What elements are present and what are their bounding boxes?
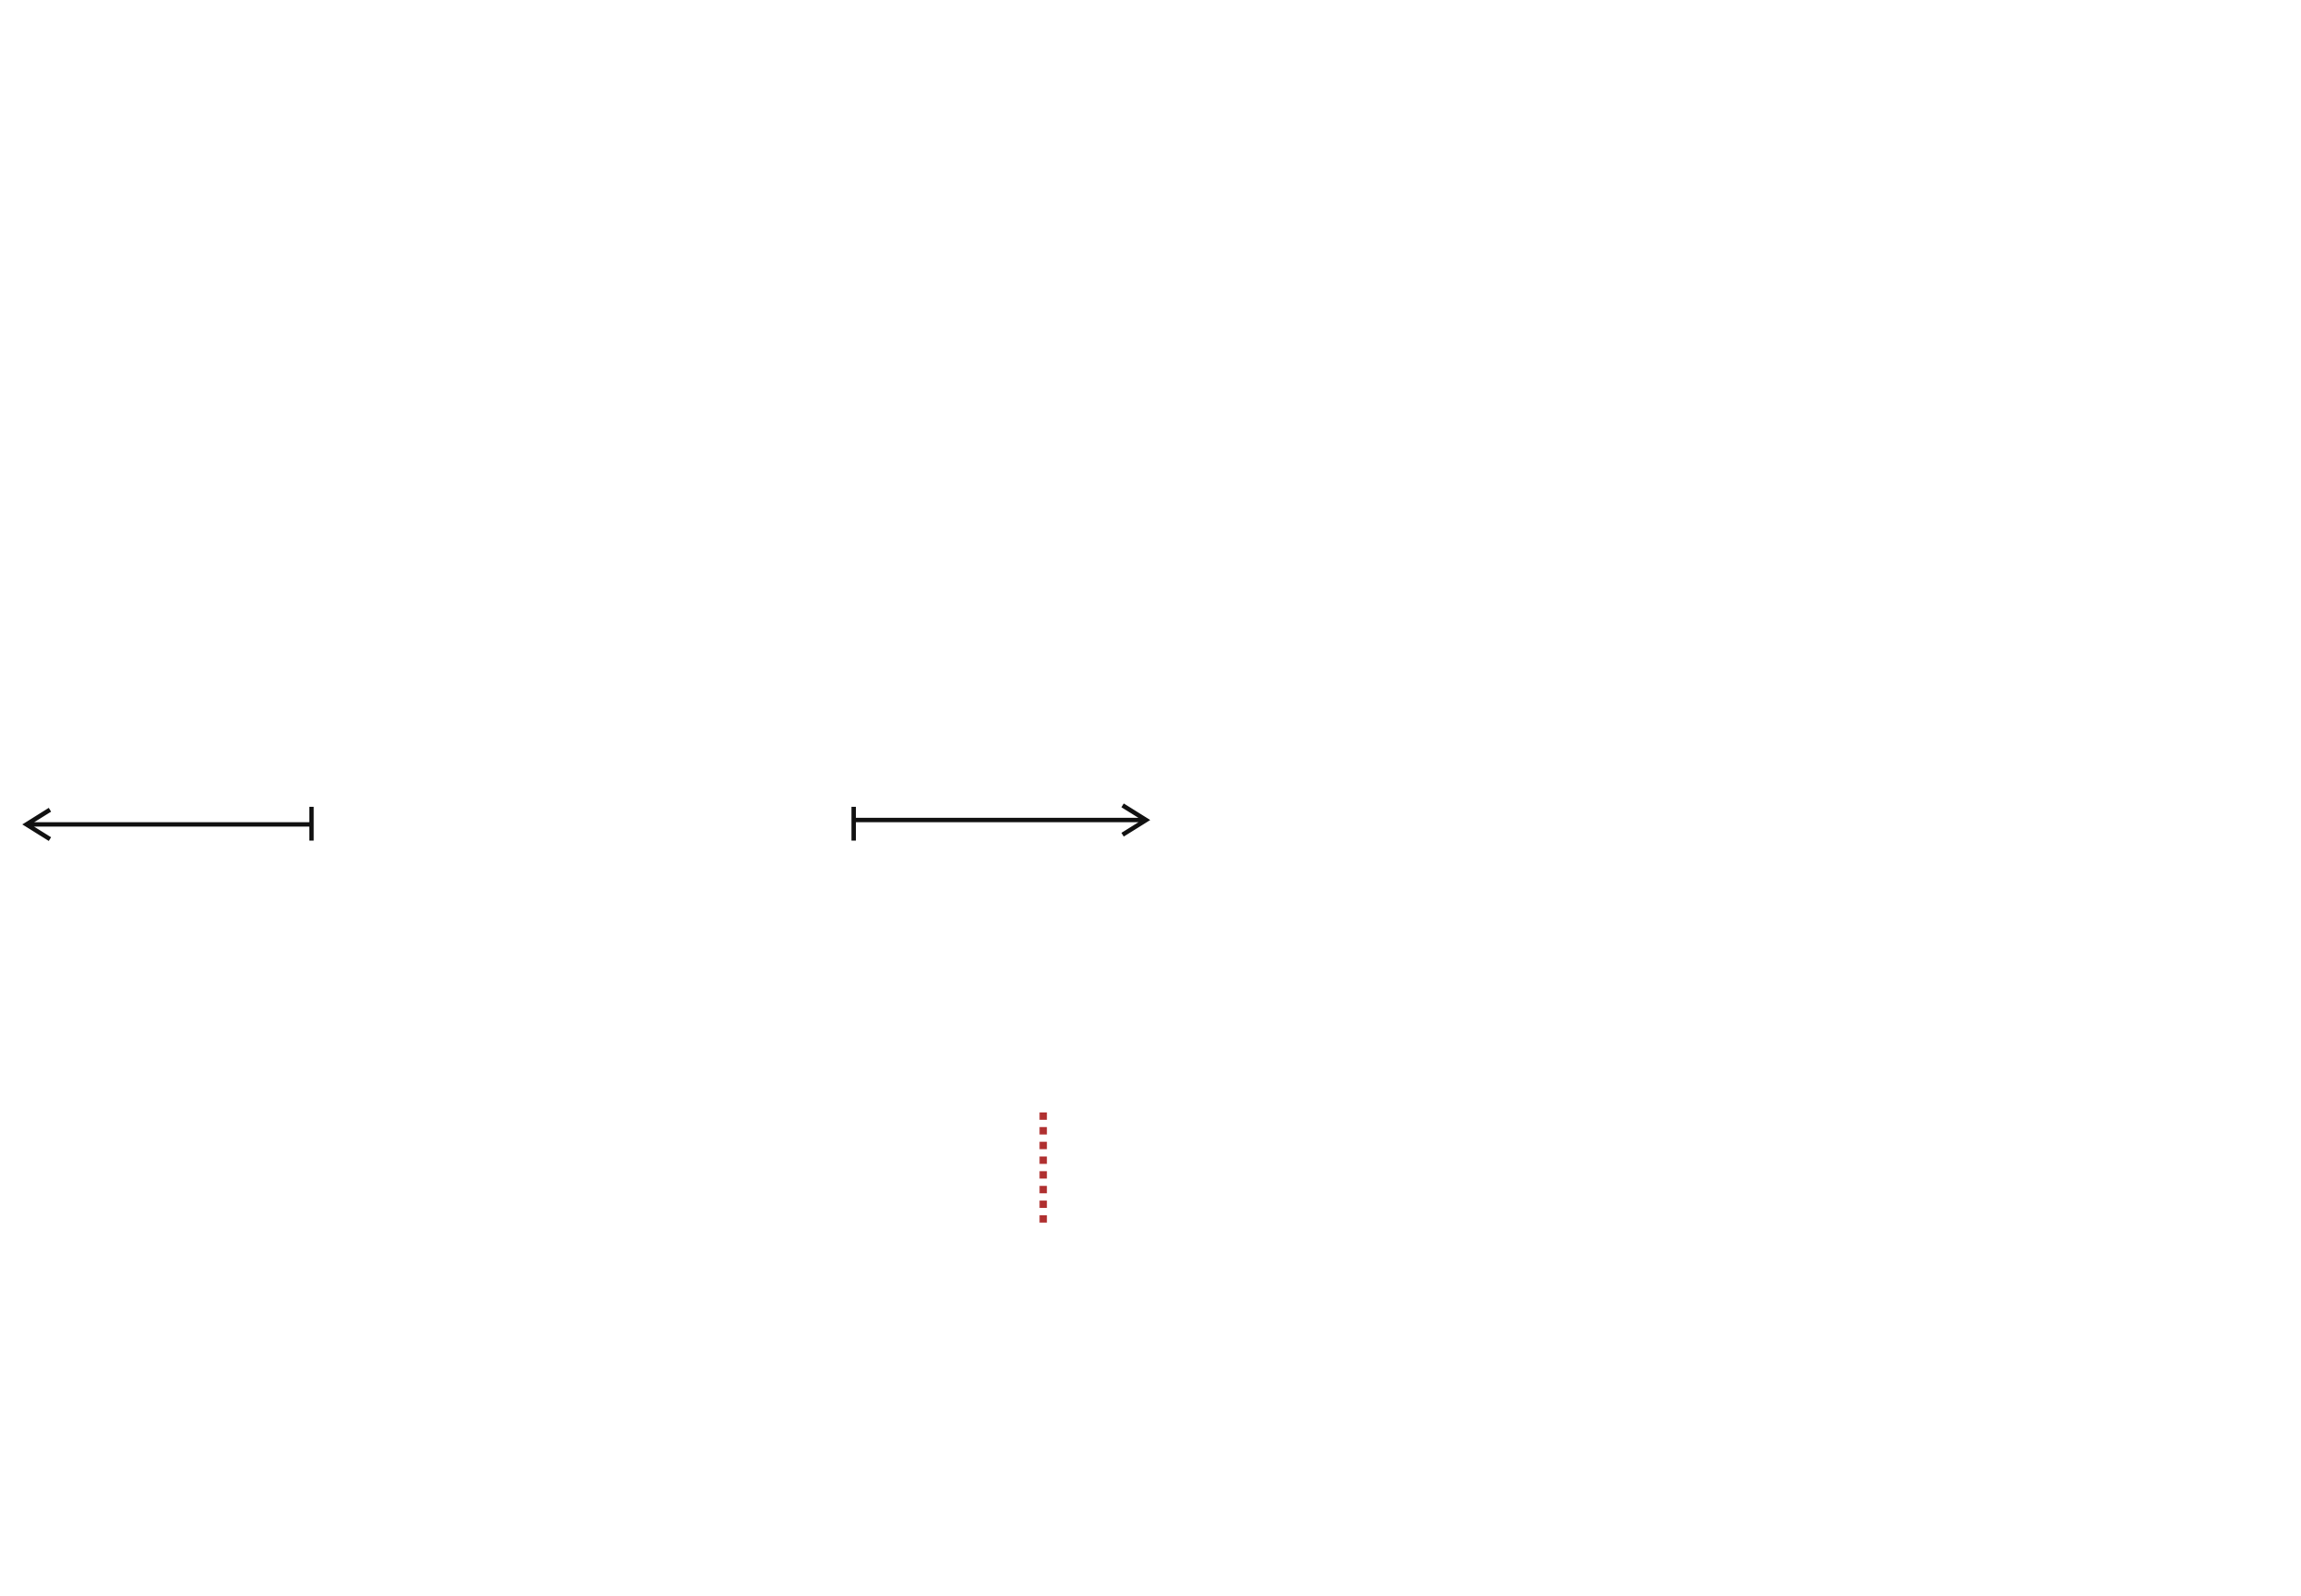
arrows — [22, 803, 1150, 841]
